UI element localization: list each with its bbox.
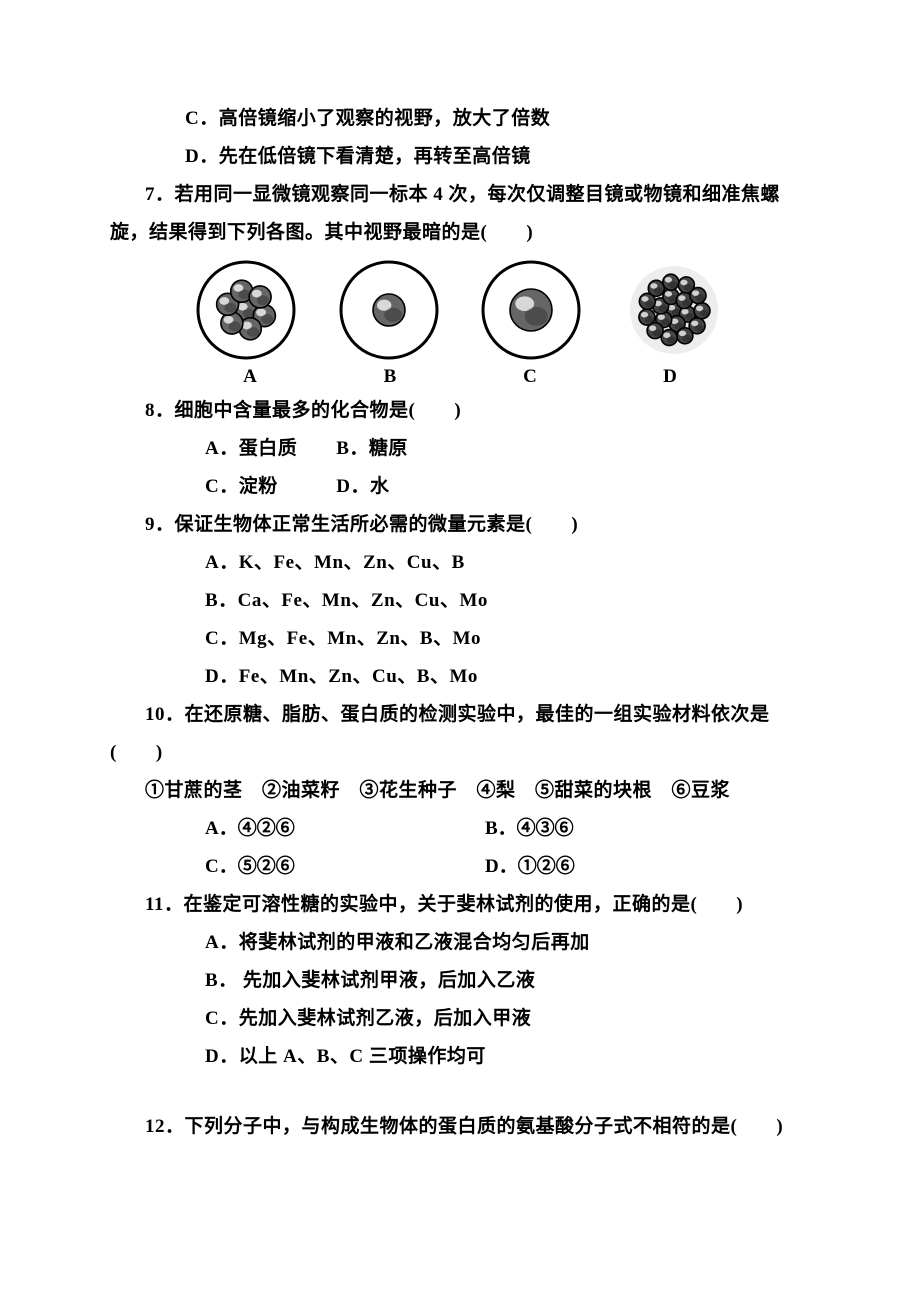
- question-10-option-b: B．④③⑥: [485, 810, 574, 848]
- question-9-option-d: D．Fe、Mn、Zn、Cu、B、Mo: [110, 658, 810, 696]
- question-8-options-cd: C．淀粉 D．水: [110, 468, 810, 506]
- question-12: 12．下列分子中，与构成生物体的蛋白质的氨基酸分子式不相符的是( ): [110, 1108, 810, 1146]
- question-11-option-b: B． 先加入斐林试剂甲液，后加入乙液: [110, 962, 810, 1000]
- question-7-figures: [110, 252, 810, 364]
- question-10-options-ab: A．④②⑥ B．④③⑥: [110, 810, 810, 848]
- question-10-line2: ( ): [110, 734, 810, 772]
- question-11-option-c: C．先加入斐林试剂乙液，后加入甲液: [110, 1000, 810, 1038]
- figure-label-d: D: [620, 366, 720, 388]
- question-8-options-ab: A．蛋白质 B．糖原: [110, 430, 810, 468]
- question-7-line1: 7．若用同一显微镜观察同一标本 4 次，每次仅调整目镜或物镜和细准焦螺: [110, 176, 810, 214]
- question-8: 8．细胞中含量最多的化合物是( ): [110, 392, 810, 430]
- option-d-text: D．先在低倍镜下看清楚，再转至高倍镜: [110, 138, 810, 176]
- figure-label-c: C: [480, 366, 580, 388]
- figure-label-a: A: [200, 366, 300, 388]
- option-c-text: C．高倍镜缩小了观察的视野，放大了倍数: [110, 100, 810, 138]
- figure-label-b: B: [340, 366, 440, 388]
- question-10-option-a: A．④②⑥: [205, 810, 485, 848]
- question-11-option-a: A．将斐林试剂的甲液和乙液混合均匀后再加: [110, 924, 810, 962]
- question-9-option-c: C．Mg、Fe、Mn、Zn、B、Mo: [110, 620, 810, 658]
- question-9: 9．保证生物体正常生活所必需的微量元素是( ): [110, 506, 810, 544]
- question-7-line2: 旋，结果得到下列各图。其中视野最暗的是( ): [110, 214, 810, 252]
- blank-line: [110, 1076, 810, 1108]
- question-9-option-a: A．K、Fe、Mn、Zn、Cu、B: [110, 544, 810, 582]
- figure-a-icon: [196, 260, 296, 360]
- figure-c-icon: [481, 260, 581, 360]
- question-10-option-c: C．⑤②⑥: [205, 848, 485, 886]
- figure-labels: A B C D: [110, 364, 810, 392]
- question-10-option-d: D．①②⑥: [485, 848, 575, 886]
- exam-page: C．高倍镜缩小了观察的视野，放大了倍数 D．先在低倍镜下看清楚，再转至高倍镜 7…: [0, 0, 920, 1246]
- question-10-options-cd: C．⑤②⑥ D．①②⑥: [110, 848, 810, 886]
- question-9-option-b: B．Ca、Fe、Mn、Zn、Cu、Mo: [110, 582, 810, 620]
- question-10-items: ①甘蔗的茎 ②油菜籽 ③花生种子 ④梨 ⑤甜菜的块根 ⑥豆浆: [110, 772, 810, 810]
- figure-b-icon: [339, 260, 439, 360]
- question-10-line1: 10．在还原糖、脂肪、蛋白质的检测实验中，最佳的一组实验材料依次是: [110, 696, 810, 734]
- figure-d-icon: [624, 260, 724, 360]
- question-11-option-d: D．以上 A、B、C 三项操作均可: [110, 1038, 810, 1076]
- question-11: 11．在鉴定可溶性糖的实验中，关于斐林试剂的使用，正确的是( ): [110, 886, 810, 924]
